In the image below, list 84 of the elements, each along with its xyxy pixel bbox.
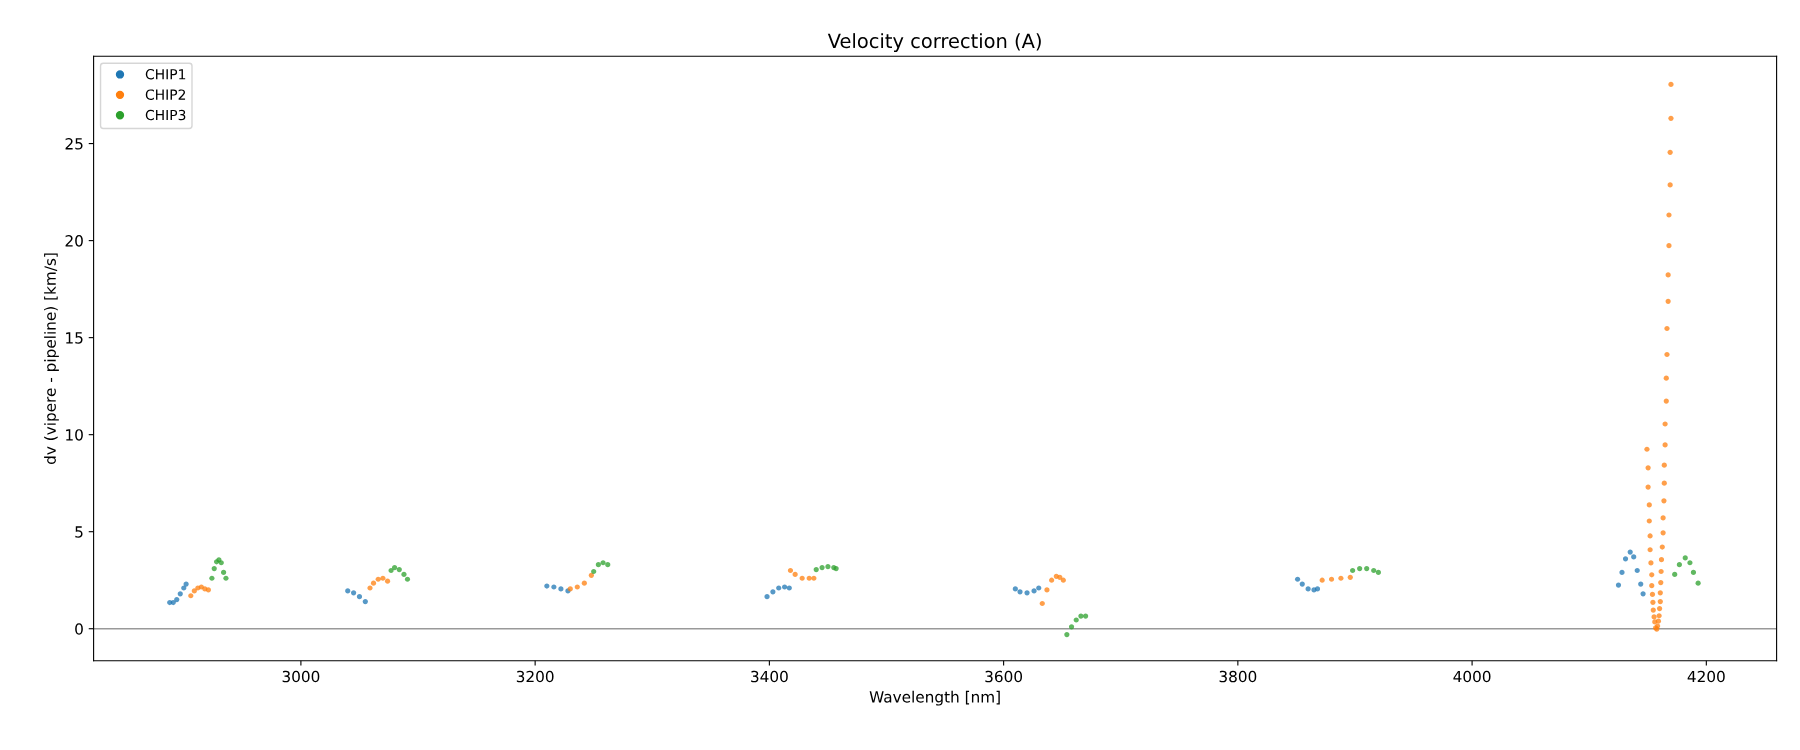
point [1622, 556, 1629, 562]
point [1064, 631, 1070, 638]
point [782, 584, 788, 590]
point [1036, 585, 1042, 591]
point [1350, 567, 1356, 574]
point [181, 585, 187, 591]
point [1695, 580, 1701, 586]
point [1299, 581, 1305, 587]
point [183, 581, 189, 587]
point [1631, 554, 1637, 560]
point [1615, 582, 1622, 588]
y-tick-label: 5 [75, 526, 83, 538]
point [1294, 576, 1301, 582]
point [1364, 565, 1370, 572]
point [1073, 617, 1079, 623]
point [551, 584, 557, 590]
point [404, 576, 411, 582]
point [1627, 549, 1633, 555]
y-tick-label: 15 [66, 332, 83, 344]
y-tick-label: 0 [75, 623, 83, 635]
point [1634, 567, 1640, 574]
x-tick-label: 4200 [1687, 670, 1725, 683]
point [770, 589, 776, 595]
point [1068, 624, 1075, 630]
x-tick-label: 3000 [282, 670, 320, 683]
point [558, 586, 564, 592]
point [396, 566, 402, 573]
point [1687, 560, 1693, 566]
point [825, 564, 831, 570]
point [819, 565, 825, 571]
y-tick-label: 20 [65, 235, 83, 247]
point [209, 575, 215, 581]
point [764, 594, 770, 600]
point [605, 562, 611, 568]
point [345, 588, 351, 594]
point [600, 560, 606, 566]
point [1676, 562, 1682, 568]
point [401, 571, 407, 577]
point [776, 585, 782, 591]
point [362, 598, 368, 605]
x-tick-label: 3200 [516, 670, 554, 683]
point [1640, 591, 1646, 597]
legend-label: CHIP1 [145, 69, 186, 80]
point [351, 590, 357, 596]
point [1031, 588, 1037, 594]
point [1357, 565, 1363, 572]
point [392, 565, 398, 571]
y-tick-label: 10 [66, 429, 83, 441]
point [595, 562, 601, 568]
point [1638, 581, 1644, 587]
point [1371, 567, 1377, 574]
legend-label: CHIP2 [145, 89, 186, 100]
legend-label: CHIP3 [145, 109, 186, 121]
point [221, 569, 227, 576]
point [1012, 586, 1018, 592]
point [544, 583, 550, 589]
point [356, 594, 363, 600]
chart-title: Velocity correction (A) [827, 33, 1041, 52]
point [1017, 589, 1023, 595]
point [1690, 569, 1697, 576]
x-tick-label: 3400 [751, 670, 788, 683]
point [211, 565, 217, 572]
point [1314, 586, 1321, 592]
point [1672, 571, 1678, 577]
point [1078, 613, 1084, 619]
point [1305, 586, 1311, 592]
point [177, 591, 183, 597]
point [174, 597, 180, 603]
x-tick-label: 3600 [985, 670, 1023, 683]
y-tick-label: 25 [65, 138, 83, 150]
point [813, 566, 819, 573]
x-tick-label: 3800 [1219, 670, 1257, 683]
x-axis-title: Wavelength [nm] [869, 690, 1000, 706]
point [1083, 613, 1089, 619]
point [1375, 569, 1381, 576]
point [1619, 569, 1625, 576]
point [786, 585, 792, 591]
point [1682, 555, 1688, 561]
x-tick-label: 4000 [1453, 670, 1491, 683]
y-axis-title: dv (vipere - pipeline) [km/s] [44, 253, 59, 464]
point [1024, 590, 1030, 596]
point [388, 567, 394, 574]
point [591, 568, 597, 575]
point [223, 575, 229, 581]
